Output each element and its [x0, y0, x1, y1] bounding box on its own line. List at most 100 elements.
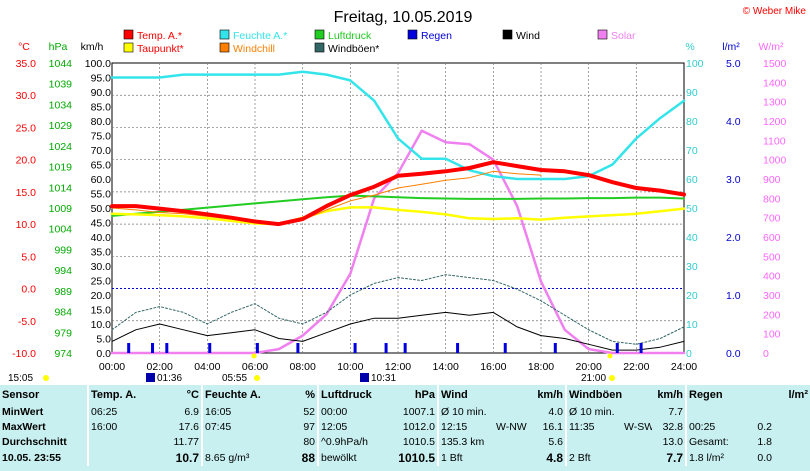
- sunset-icon: [609, 375, 615, 381]
- axis-wind-tick-9: 55.0: [91, 189, 112, 201]
- axis-solar-tick-1: 1400: [763, 77, 787, 89]
- x-tick-5: 10:00: [337, 361, 363, 373]
- sunset-label: 21:00: [581, 373, 606, 384]
- axis-pressure-tick-7: 1009: [49, 203, 73, 215]
- stats-cell-3-4: 88: [301, 450, 315, 465]
- rain-bar-5: [296, 343, 300, 353]
- stats-cell-0-1: 06:25: [87, 405, 150, 420]
- axis-pressure-tick-9: 999: [54, 244, 72, 256]
- axis-pressure-tick-10: 994: [54, 265, 72, 277]
- axis-pressure-tick-4: 1024: [49, 141, 73, 153]
- axis-temp-tick-3: 20.0: [16, 155, 37, 167]
- stats-cell-2-8: [494, 435, 532, 450]
- stats-header-temp: Temp. A.: [87, 385, 150, 405]
- stats-row-2: Durchschnitt 11.77 80 ^0.9hPa/h 1010.5 135.3 …: [0, 435, 810, 450]
- axis-wind-tick-16: 20.0: [91, 290, 112, 302]
- axis-humidity-tick-1: 90: [686, 87, 698, 99]
- legend-label-3: Regen: [421, 30, 452, 42]
- chart-axes: 35.0 30.0 25.0 20.0 15.0 10.0 5.0 0.0 -5.0 -10.0 °…: [12, 41, 786, 373]
- axis-rain-label: l/m²: [722, 41, 740, 53]
- moon2-icon: [360, 373, 369, 382]
- stats-cell-2-6: 1010.5: [402, 436, 435, 448]
- series-line-2: [111, 170, 542, 225]
- x-tick-2: 04:00: [194, 361, 220, 373]
- axis-humidity-tick-6: 40: [686, 232, 698, 244]
- stats-cell-3-1: [87, 450, 150, 466]
- stats-cell-3-9: 4.8: [546, 450, 563, 465]
- x-tick-8: 16:00: [480, 361, 506, 373]
- axis-temp-tick-5: 10.0: [16, 219, 37, 231]
- rain-bar-0: [127, 343, 131, 353]
- stats-header-wind: Wind: [437, 385, 494, 405]
- stats-cell-3-3: 8.65 g/m³: [201, 450, 270, 466]
- stats-cell-3-15: [774, 450, 810, 466]
- stats-cell-3-7: 1 Bft: [437, 450, 494, 466]
- axis-wind-tick-12: 40.0: [91, 232, 112, 244]
- series-line-5: [111, 311, 685, 351]
- stats-cell-0-7: Ø 10 min.: [437, 405, 494, 420]
- stats-cell-1-5: 12:05: [317, 420, 386, 435]
- stats-cell-3-13: 1.8 l/m²: [685, 450, 744, 466]
- axis-solar-tick-13: 200: [763, 309, 781, 321]
- axis-humidity-tick-7: 30: [686, 261, 698, 273]
- stats-cell-3-12: 7.7: [666, 450, 683, 465]
- legend-swatch-3: [407, 29, 418, 40]
- axis-temp-tick-9: -10.0: [12, 348, 36, 360]
- legend-swatch-2: [314, 29, 325, 40]
- statistics-table: Sensor Temp. A. °C Feuchte A. % Luftdruc…: [0, 385, 810, 466]
- axis-solar-tick-3: 1200: [763, 116, 787, 128]
- stats-header-gusts: Windböen: [565, 385, 622, 405]
- stats-header-gusts-unit: km/h: [657, 389, 683, 401]
- axis-humidity-tick-9: 10: [686, 319, 698, 331]
- stats-cell-2-3: [201, 435, 270, 450]
- stats-cell-3-11: [622, 450, 652, 466]
- stats-cell-0-9: 4.0: [548, 406, 563, 418]
- stats-cell-2-14: 1.8: [757, 436, 772, 448]
- legend-label-7: Windchill: [233, 43, 275, 55]
- axis-pressure-tick-13: 979: [54, 327, 72, 339]
- moon1-icon: [146, 373, 155, 382]
- axis-wind-tick-8: 60.0: [91, 174, 112, 186]
- stats-cell-1-10: 11:35: [565, 420, 622, 435]
- stats-cell-2-5: ^0.9hPa/h: [317, 435, 386, 450]
- axis-wind-tick-19: 5.0: [96, 334, 111, 346]
- axis-temp-tick-6: 5.0: [21, 251, 36, 263]
- legend-label-5: Solar: [611, 30, 636, 42]
- moon-left-label: 15:05: [8, 373, 33, 384]
- stats-cell-1-0: MaxWert: [2, 421, 46, 433]
- stats-cell-3-2: 10.7: [175, 450, 199, 465]
- rain-bar-13: [639, 343, 643, 353]
- axis-pressure-tick-3: 1029: [49, 120, 73, 132]
- sunrise-label: 05:55: [222, 373, 247, 384]
- stats-cell-3-8: [494, 450, 532, 466]
- axis-humidity-tick-2: 80: [686, 116, 698, 128]
- rain-bar-9: [456, 343, 460, 353]
- stats-header-temp-unit: °C: [186, 389, 199, 401]
- rain-bar-3: [208, 343, 212, 353]
- stats-cell-1-3: 07:45: [201, 420, 270, 435]
- legend-label-1: Feuchte A.*: [233, 30, 287, 42]
- series-line-4: [111, 194, 685, 217]
- axis-humidity-tick-4: 60: [686, 174, 698, 186]
- axis-pressure-tick-14: 974: [54, 348, 72, 360]
- stats-cell-3-5: bewölkt: [317, 450, 386, 466]
- x-tick-6: 12:00: [385, 361, 411, 373]
- axis-wind-tick-6: 70.0: [91, 145, 112, 157]
- stats-cell-1-15: [774, 420, 810, 435]
- axis-rain-tick-5: 0.0: [726, 348, 741, 360]
- axis-solar-tick-2: 1300: [763, 97, 787, 109]
- axis-rain-tick-1: 4.0: [726, 116, 741, 128]
- axis-wind-label: km/h: [81, 41, 104, 53]
- stats-cell-0-8: [494, 405, 532, 420]
- chart-bottom-markers: 15:05 01:36 05:55 10:31 21:00: [8, 353, 615, 384]
- axis-rain-tick-4: 1.0: [726, 290, 741, 302]
- stats-cell-1-6: 1012.0: [402, 421, 435, 433]
- legend-swatch-0: [123, 29, 134, 40]
- x-tick-11: 22:00: [623, 361, 649, 373]
- stats-cell-2-11: [622, 435, 652, 450]
- legend-swatch-4: [502, 29, 513, 40]
- stats-cell-0-6: 1007.1: [402, 406, 435, 418]
- axis-humidity-tick-0: 100: [686, 58, 704, 70]
- axis-rain-tick-2: 3.0: [726, 174, 741, 186]
- stats-cell-0-12: 7.7: [668, 406, 683, 418]
